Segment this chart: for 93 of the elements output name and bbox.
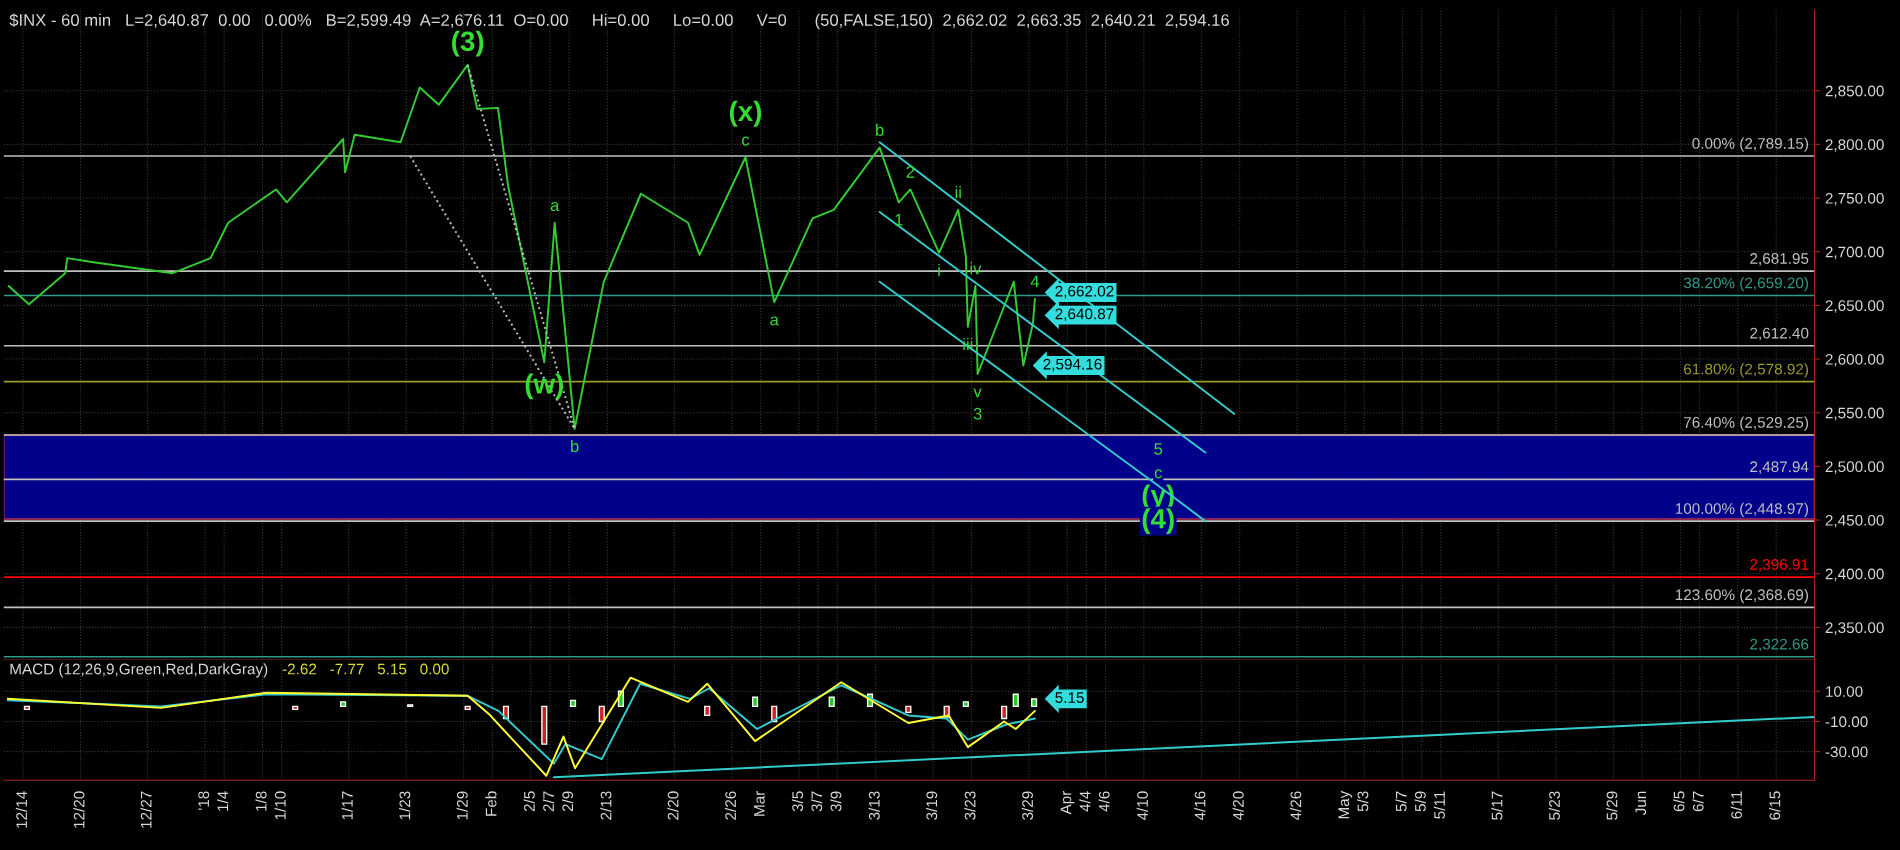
x-tick-label: 4/26 [1290, 791, 1302, 821]
x-tick-label: 5/17 [1491, 791, 1503, 820]
x-tick-label: 6/7 [1692, 791, 1704, 812]
x-tick-label: 1/8 [255, 791, 267, 811]
ref-line-label: 123.60% (2,368.69) [1675, 588, 1809, 604]
x-tick-label: 6/5 [1673, 791, 1685, 812]
x-tick-label: 1/4 [217, 791, 229, 811]
x-tick-label: Feb [485, 791, 497, 816]
x-tick-label: 5/11 [1433, 791, 1445, 819]
y-tick-label: 2,800.00 [1825, 139, 1884, 152]
ref-line-label: 2,322.66 [1750, 638, 1809, 652]
annotation: c [1154, 469, 1162, 479]
ref-line-label: 2,612.40 [1750, 327, 1809, 341]
x-tick-label: 1/29 [456, 791, 468, 820]
x-tick-label: 3/23 [964, 791, 976, 820]
x-tick-label: 2/7 [542, 791, 554, 812]
x-tick-label: 3/13 [868, 791, 880, 820]
y-tick-label: 2,550.00 [1825, 407, 1884, 421]
x-tick-label: 12/20 [73, 791, 85, 828]
annotation: c [742, 136, 750, 146]
annotation: $INX - 60 min L=2,640.87 0.00 0.00% B=2,599.49 A=2,676.11 O=0.00 Hi=0.00 Lo=0.00 V=0 (50,FALSE,150) 2,662.02 2,663.35 2,640.21 2,594.16 [9, 13, 1229, 30]
x-tick-label: Jun [1635, 791, 1647, 816]
annotation: (x) [729, 100, 762, 127]
x-tick-label: 3/29 [1021, 791, 1034, 820]
x-tick-label: May [1338, 790, 1353, 819]
x-tick-label: 6/15 [1769, 791, 1781, 820]
x-tick-label: '18 [198, 791, 210, 810]
ref-line-label: 2,681.95 [1750, 253, 1809, 266]
x-tick-label: 2/5 [523, 791, 535, 812]
annotation: a [550, 201, 560, 212]
y-tick-label: 2,500.00 [1825, 461, 1884, 474]
y-tick-label: 2,350.00 [1825, 622, 1884, 635]
annotation: b [876, 123, 884, 136]
ref-line-label: 0.00% (2,789.15) [1692, 137, 1809, 152]
annotation: 2 [906, 166, 915, 178]
ref-line-label: 38.20% (2,659.20) [1683, 277, 1809, 292]
x-tick-label: 1/10 [274, 791, 286, 820]
y-tick-label: 2,750.00 [1825, 192, 1884, 206]
annotation: 2,640.87 [1055, 308, 1114, 322]
annotation: 2,662.02 [1055, 285, 1114, 299]
ref-line-label: 2,487.94 [1750, 461, 1809, 474]
annotation: b [571, 439, 579, 453]
x-tick-label: 2/20 [667, 791, 679, 820]
x-tick-label: 3/19 [925, 791, 938, 820]
x-tick-label: 5/3 [1357, 791, 1369, 812]
x-tick-label: 4/6 [1098, 791, 1110, 812]
x-tick-label: 5/7 [1395, 791, 1407, 812]
annotation: (3) [452, 30, 484, 57]
x-tick-label: 12/27 [140, 791, 152, 828]
x-tick-label: 3/7 [811, 791, 823, 812]
y-tick-label: 2,400.00 [1825, 568, 1884, 582]
ref-line-label: 2,396.91 [1750, 559, 1809, 572]
x-tick-label: 4/4 [1079, 791, 1091, 812]
x-tick-label: Mar [754, 790, 765, 816]
y-tick-label: 2,450.00 [1825, 514, 1884, 528]
annotation: i [938, 263, 940, 276]
x-tick-label: 3/9 [830, 791, 842, 812]
annotation: a [770, 316, 779, 326]
y-tick-label: -10.00 [1825, 716, 1868, 728]
x-tick-label: 4/10 [1136, 791, 1148, 821]
ref-line-label: 76.40% (2,529.25) [1684, 416, 1809, 431]
y-tick-label: 10.00 [1826, 686, 1863, 697]
y-tick-label: 2,700.00 [1825, 246, 1884, 260]
annotation: -2.62 -7.77 5.15 0.00 [282, 663, 449, 675]
x-tick-label: 4/20 [1232, 791, 1244, 821]
x-tick-label: 4/16 [1194, 791, 1206, 821]
x-tick-label: 1/17 [341, 791, 353, 820]
x-tick-label: 5/23 [1548, 791, 1560, 820]
x-tick-label: 2/9 [561, 791, 574, 812]
annotation: 3 [973, 407, 982, 420]
y-tick-label: 2,850.00 [1825, 85, 1884, 99]
y-tick-label: 2,600.00 [1825, 353, 1884, 367]
x-tick-label: 5/9 [1414, 791, 1426, 812]
ref-line-label: 61.80% (2,578.92) [1684, 363, 1809, 378]
x-tick-label: 5/29 [1606, 791, 1618, 820]
x-tick-label: 2/26 [724, 791, 737, 820]
x-tick-label: 12/14 [15, 791, 28, 828]
annotation: ii [955, 185, 961, 199]
annotation: 1 [895, 214, 903, 226]
annotation: 4 [1030, 275, 1040, 288]
ref-line-label: 100.00% (2,448.97) [1675, 502, 1809, 517]
x-tick-label: 2/13 [600, 791, 612, 820]
annotation: 5.15 [1055, 692, 1084, 703]
chart-title: MACD (12,26,9,Green,Red,DarkGray) [10, 663, 268, 678]
annotation: 5 [1154, 443, 1163, 455]
y-tick-label: -30.00 [1825, 746, 1868, 758]
annotation: v [973, 388, 982, 398]
y-tick-label: 2,650.00 [1825, 300, 1884, 313]
x-tick-label: 6/11 [1730, 791, 1742, 819]
x-tick-label: 3/5 [791, 791, 804, 812]
annotation: 2,594.16 [1043, 358, 1102, 372]
x-tick-label: Apr [1060, 790, 1075, 815]
x-tick-label: 1/23 [399, 791, 411, 820]
